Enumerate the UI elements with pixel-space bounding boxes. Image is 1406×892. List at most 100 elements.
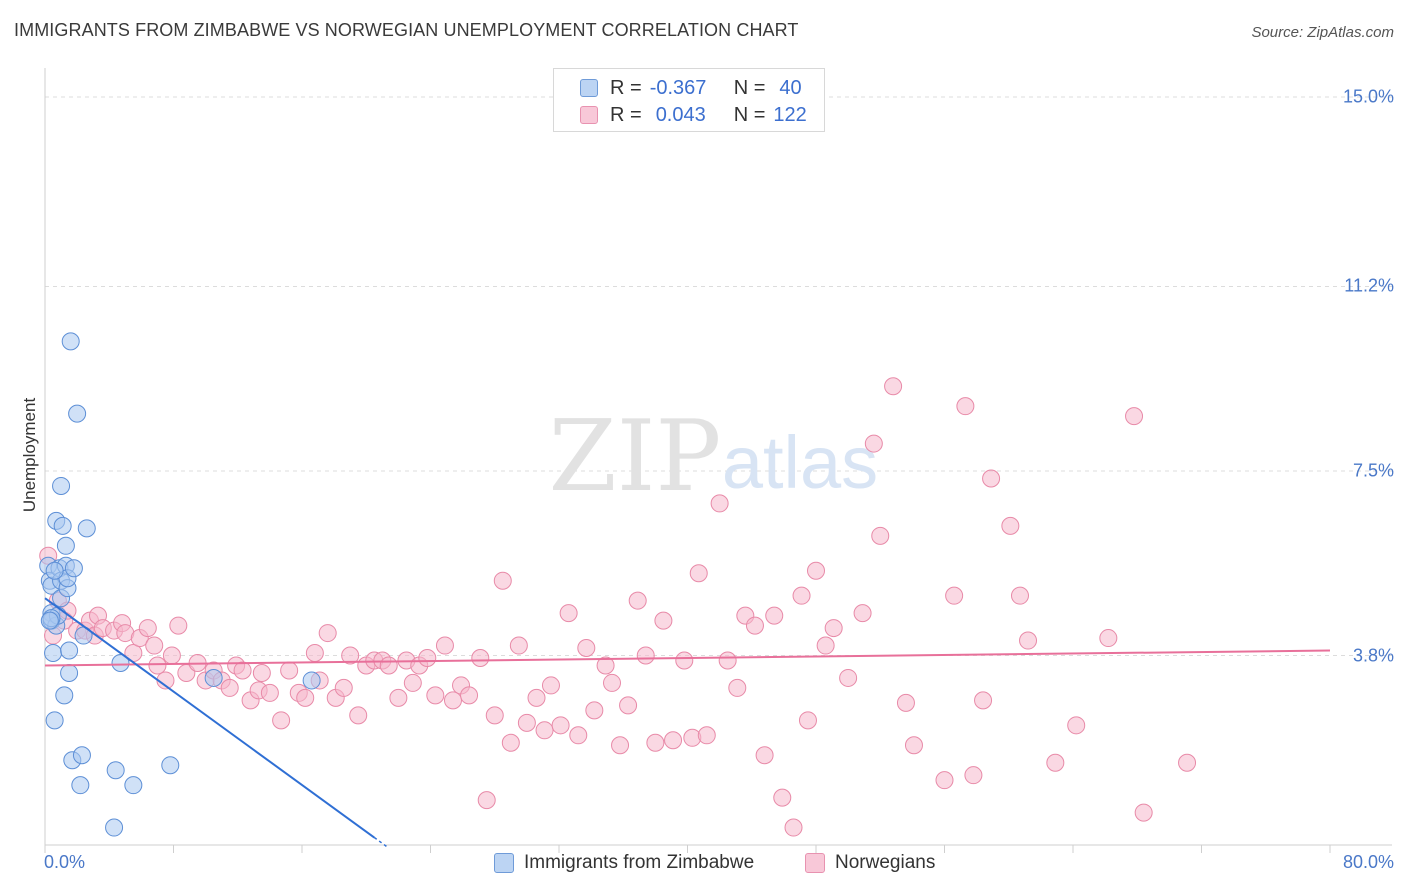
- zimbabwe-point: [124, 776, 143, 795]
- norwegians-point: [853, 604, 872, 623]
- norwegians-point: [773, 788, 792, 807]
- zimbabwe-point: [60, 641, 79, 660]
- zimbabwe-point: [77, 519, 96, 538]
- norwegians-point: [664, 731, 683, 750]
- norwegians-point: [646, 733, 665, 752]
- norwegians-point: [596, 656, 615, 675]
- source-label: Source: ZipAtlas.com: [1251, 24, 1394, 41]
- norwegians-point: [460, 686, 479, 705]
- norwegians-point: [418, 649, 437, 667]
- r-value: 0.043: [655, 103, 706, 126]
- norwegians-point: [280, 661, 299, 680]
- norwegians-point: [728, 678, 747, 697]
- norwegians-point: [471, 649, 490, 667]
- zimbabwe-point: [45, 711, 64, 730]
- zimbabwe-trend-extension: [373, 836, 388, 848]
- zimbabwe-point: [71, 776, 90, 795]
- norwegians-point: [798, 711, 817, 730]
- zimbabwe-point: [106, 761, 125, 780]
- norwegians-point: [443, 691, 462, 710]
- norwegians-point: [1019, 631, 1038, 650]
- axes: [44, 68, 1392, 853]
- norwegians-point: [501, 733, 520, 752]
- zimbabwe-point: [60, 663, 79, 682]
- norwegians-trend-line: [44, 649, 1331, 667]
- zimbabwe-point: [55, 686, 74, 705]
- norwegians-point: [956, 397, 975, 416]
- norwegians-point: [569, 726, 588, 745]
- norwegians-point: [675, 651, 694, 670]
- y-tick-label: 7.5%: [1352, 460, 1394, 481]
- norwegians-point: [745, 616, 764, 635]
- norwegians-point: [541, 676, 560, 695]
- legend-label: Immigrants from Zimbabwe: [524, 852, 755, 873]
- watermark-zip: ZIP: [549, 400, 722, 514]
- n-label: N =: [733, 76, 766, 99]
- norwegians-point: [935, 771, 954, 790]
- zimbabwe-point: [40, 611, 59, 630]
- norwegians-point: [485, 706, 504, 725]
- pink-swatch: [805, 853, 825, 873]
- r-value: -0.367: [649, 76, 707, 99]
- norwegians-point: [233, 661, 252, 680]
- norwegians-point: [871, 526, 890, 545]
- norwegians-point: [379, 656, 398, 675]
- norwegians-point: [1010, 586, 1029, 605]
- norwegians-point: [884, 377, 903, 396]
- zimbabwe-trend-line: [44, 597, 375, 839]
- norwegians-point: [349, 706, 368, 725]
- norwegians-point: [162, 646, 181, 665]
- norwegians-point: [611, 736, 630, 755]
- norwegians-point: [864, 434, 883, 453]
- zimbabwe-point: [72, 746, 91, 765]
- norwegians-point: [896, 693, 915, 712]
- norwegians-point: [305, 644, 324, 663]
- norwegians-point: [603, 673, 622, 692]
- trend-lines: [44, 597, 1331, 848]
- norwegians-point: [435, 636, 454, 655]
- norwegians-point: [517, 713, 536, 732]
- y-tick-label: 15.0%: [1342, 86, 1394, 107]
- zimbabwe-point: [61, 332, 80, 351]
- pink-swatch: [580, 106, 598, 124]
- zimbabwe-point: [68, 404, 87, 423]
- norwegians-point: [807, 561, 825, 580]
- zimbabwe-point: [161, 756, 180, 775]
- norwegians-point: [1046, 753, 1065, 772]
- zimbabwe-point: [44, 644, 63, 663]
- norwegians-point: [138, 619, 157, 638]
- norwegians-point: [260, 683, 279, 702]
- norwegians-point: [636, 646, 655, 665]
- norwegians-point: [1134, 803, 1153, 822]
- norwegians-point: [1067, 716, 1086, 735]
- norwegians-point: [710, 494, 729, 513]
- norwegians-point: [904, 736, 923, 755]
- norwegians-point: [252, 663, 271, 682]
- legend-row-zimbabwe: R = -0.367 N = 40: [580, 77, 802, 99]
- norwegians-point: [535, 721, 554, 740]
- norwegians-point: [585, 701, 604, 720]
- norwegians-point: [169, 616, 188, 635]
- norwegians-point: [689, 564, 708, 583]
- norwegians-point: [1099, 629, 1118, 648]
- n-label: N =: [733, 103, 766, 126]
- norwegians-point: [527, 688, 546, 707]
- y-tick-label: 11.2%: [1344, 275, 1394, 296]
- n-value: 122: [773, 103, 807, 126]
- norwegians-point: [1125, 407, 1144, 426]
- legend-item-zimbabwe[interactable]: Immigrants from Zimbabwe: [494, 852, 754, 874]
- zimbabwe-point: [105, 818, 124, 837]
- norwegians-point: [296, 688, 315, 707]
- norwegians-point: [755, 746, 774, 765]
- legend-item-norwegians[interactable]: Norwegians: [805, 852, 935, 874]
- norwegians-point: [403, 673, 422, 692]
- norwegians-point: [341, 646, 360, 665]
- norwegians-point: [148, 656, 167, 675]
- norwegians-point: [272, 711, 291, 730]
- norwegians-point: [426, 686, 445, 705]
- x-tick-label: 0.0%: [44, 852, 86, 872]
- norwegians-point: [718, 651, 737, 670]
- norwegians-point: [654, 611, 673, 630]
- watermark: ZIP atlas: [549, 400, 879, 514]
